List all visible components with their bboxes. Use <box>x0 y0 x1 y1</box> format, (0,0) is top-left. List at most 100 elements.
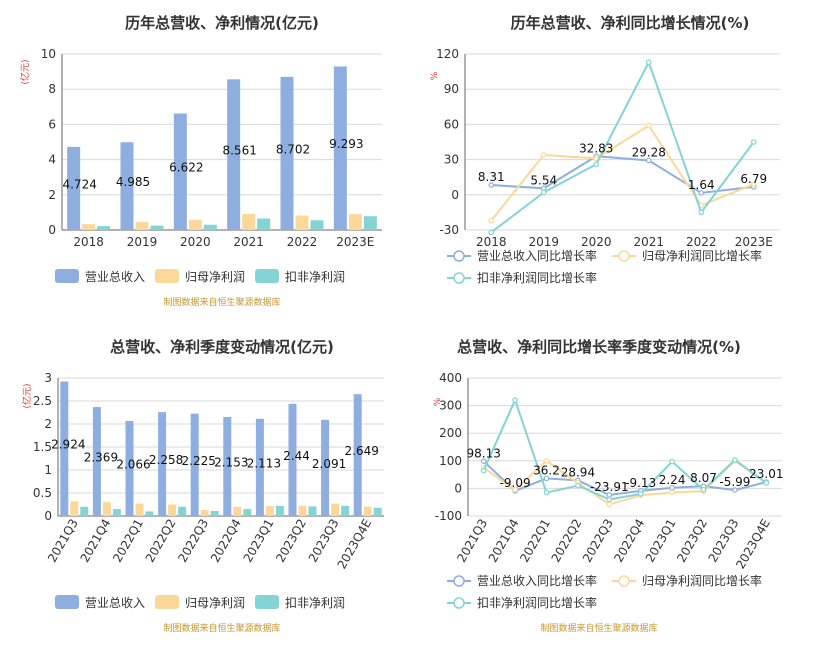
bar-net-profit[interactable] <box>200 510 209 516</box>
bar-revenue[interactable] <box>158 412 167 516</box>
legend-label[interactable]: 归母净利润 <box>185 596 245 610</box>
line-point[interactable] <box>645 59 652 66</box>
bar-revenue[interactable] <box>280 76 294 230</box>
bar-net-profit[interactable] <box>348 214 362 230</box>
bar-deducted-profit[interactable] <box>341 505 350 516</box>
line-point[interactable] <box>669 489 675 496</box>
bar-net-profit[interactable] <box>295 215 309 230</box>
line-point[interactable] <box>698 190 705 196</box>
legend-swatch[interactable] <box>255 269 279 283</box>
bar-deducted-profit[interactable] <box>257 218 271 230</box>
legend-label[interactable]: 营业总收入 <box>85 270 145 284</box>
legend-swatch[interactable] <box>255 595 279 609</box>
bar-deducted-profit[interactable] <box>373 507 382 516</box>
line-point[interactable] <box>732 487 738 493</box>
bar-deducted-profit[interactable] <box>363 216 377 230</box>
line-point[interactable] <box>480 467 487 474</box>
legend-swatch[interactable] <box>155 269 179 283</box>
bar-net-profit[interactable] <box>188 219 202 230</box>
legend-marker[interactable] <box>453 272 465 284</box>
bar-deducted-profit[interactable] <box>210 510 219 516</box>
bar-deducted-profit[interactable] <box>308 506 317 516</box>
legend-label[interactable]: 扣非净利润同比增长率 <box>477 270 597 285</box>
bar-net-profit[interactable] <box>233 506 242 516</box>
line-point[interactable] <box>669 458 675 465</box>
bar-net-profit[interactable] <box>265 505 274 516</box>
legend-marker[interactable] <box>453 575 465 587</box>
line-point[interactable] <box>637 491 644 497</box>
line-point[interactable] <box>575 482 581 489</box>
line-series-deducted-profit-growth[interactable] <box>490 59 755 234</box>
bar-net-profit[interactable] <box>82 224 96 230</box>
line-series-deducted-profit-growth[interactable] <box>482 397 767 501</box>
bar-revenue[interactable] <box>227 79 241 230</box>
legend-label[interactable]: 归母净利润同比增长率 <box>642 248 762 263</box>
legend-marker[interactable] <box>618 250 630 262</box>
line-point[interactable] <box>750 139 757 145</box>
line-point[interactable] <box>593 161 600 168</box>
line-point[interactable] <box>480 458 487 465</box>
legend-label[interactable]: 扣非净利润 <box>285 270 345 284</box>
bar-net-profit[interactable] <box>102 502 111 516</box>
legend-label[interactable]: 营业总收入同比增长率 <box>477 573 597 588</box>
bar-deducted-profit[interactable] <box>80 506 89 516</box>
legend-label[interactable]: 营业总收入同比增长率 <box>477 248 597 263</box>
line-point[interactable] <box>645 157 652 164</box>
legend-label[interactable]: 归母净利润 <box>185 270 245 284</box>
bar-revenue[interactable] <box>333 66 347 230</box>
legend-marker[interactable] <box>453 250 465 262</box>
legend-marker[interactable] <box>618 575 630 587</box>
line-point[interactable] <box>488 217 495 224</box>
bar-deducted-profit[interactable] <box>145 511 154 516</box>
legend-label[interactable]: 扣非净利润 <box>285 596 345 610</box>
line-point[interactable] <box>763 480 770 486</box>
bar-revenue[interactable] <box>255 418 264 516</box>
bar-revenue[interactable] <box>125 420 134 516</box>
bar-revenue[interactable] <box>190 413 199 516</box>
bar-net-profit[interactable] <box>363 506 372 516</box>
line-point[interactable] <box>606 501 613 508</box>
line-point[interactable] <box>488 182 495 188</box>
line-series-revenue-growth[interactable] <box>483 460 767 497</box>
bar-net-profit[interactable] <box>331 503 340 516</box>
legend-swatch[interactable] <box>55 269 79 283</box>
bar-deducted-profit[interactable] <box>275 505 284 516</box>
bar-deducted-profit[interactable] <box>178 506 187 516</box>
line-point[interactable] <box>543 489 550 496</box>
bar-deducted-profit[interactable] <box>112 509 121 516</box>
bar-deducted-profit[interactable] <box>203 224 217 230</box>
bar-revenue[interactable] <box>288 403 297 516</box>
bar-deducted-profit[interactable] <box>97 226 111 230</box>
line-point[interactable] <box>606 496 613 503</box>
bar-deducted-profit[interactable] <box>310 220 324 230</box>
bar-deducted-profit[interactable] <box>243 509 252 516</box>
bar-revenue[interactable] <box>353 394 362 516</box>
bar-net-profit[interactable] <box>298 505 307 516</box>
line-point[interactable] <box>540 189 547 196</box>
bar-revenue[interactable] <box>223 416 232 516</box>
line-series-revenue-growth[interactable] <box>491 155 754 194</box>
line-point[interactable] <box>732 457 738 463</box>
line-point[interactable] <box>512 486 518 493</box>
line-point[interactable] <box>698 209 705 216</box>
legend-label[interactable]: 营业总收入 <box>85 596 145 610</box>
bar-revenue[interactable] <box>120 142 134 230</box>
bar-net-profit[interactable] <box>135 503 144 516</box>
line-point[interactable] <box>750 181 757 188</box>
bar-revenue[interactable] <box>321 419 330 516</box>
legend-swatch[interactable] <box>155 595 179 609</box>
line-point[interactable] <box>512 397 518 403</box>
bar-revenue[interactable] <box>92 407 101 516</box>
line-point[interactable] <box>540 152 547 158</box>
bar-deducted-profit[interactable] <box>150 225 164 230</box>
legend-label[interactable]: 扣非净利润同比增长率 <box>477 595 597 610</box>
bar-revenue[interactable] <box>60 381 69 516</box>
legend-swatch[interactable] <box>55 595 79 609</box>
line-point[interactable] <box>700 486 707 493</box>
line-point[interactable] <box>543 457 550 464</box>
legend-marker[interactable] <box>453 597 465 609</box>
line-point[interactable] <box>488 229 495 236</box>
bar-revenue[interactable] <box>67 146 81 230</box>
line-point[interactable] <box>645 122 652 129</box>
line-point[interactable] <box>543 475 550 482</box>
